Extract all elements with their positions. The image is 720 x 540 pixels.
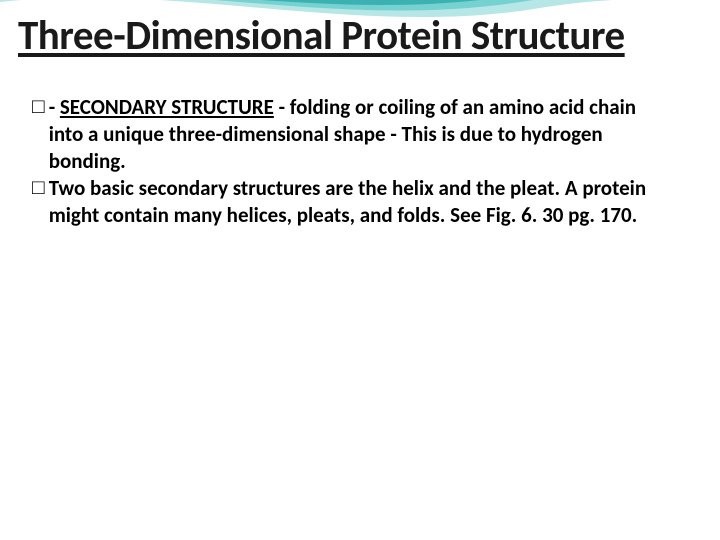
slide: Three-Dimensional Protein Structure □ - … [0,0,720,229]
bullet-emphasis: SECONDARY STRUCTURE [60,94,274,120]
bullet-text: Two basic secondary structures are the h… [49,175,662,229]
bullet-prefix: - [49,94,60,120]
bullet-marker: □ [32,175,45,202]
slide-body: □ - SECONDARY STRUCTURE - folding or coi… [18,94,702,228]
bullet-item: □ - SECONDARY STRUCTURE - folding or coi… [32,94,662,175]
bullet-text: - SECONDARY STRUCTURE - folding or coili… [49,94,662,175]
bullet-marker: □ [32,94,45,121]
bullet-item: □ Two basic secondary structures are the… [32,175,662,229]
slide-title: Three-Dimensional Protein Structure [18,12,702,60]
